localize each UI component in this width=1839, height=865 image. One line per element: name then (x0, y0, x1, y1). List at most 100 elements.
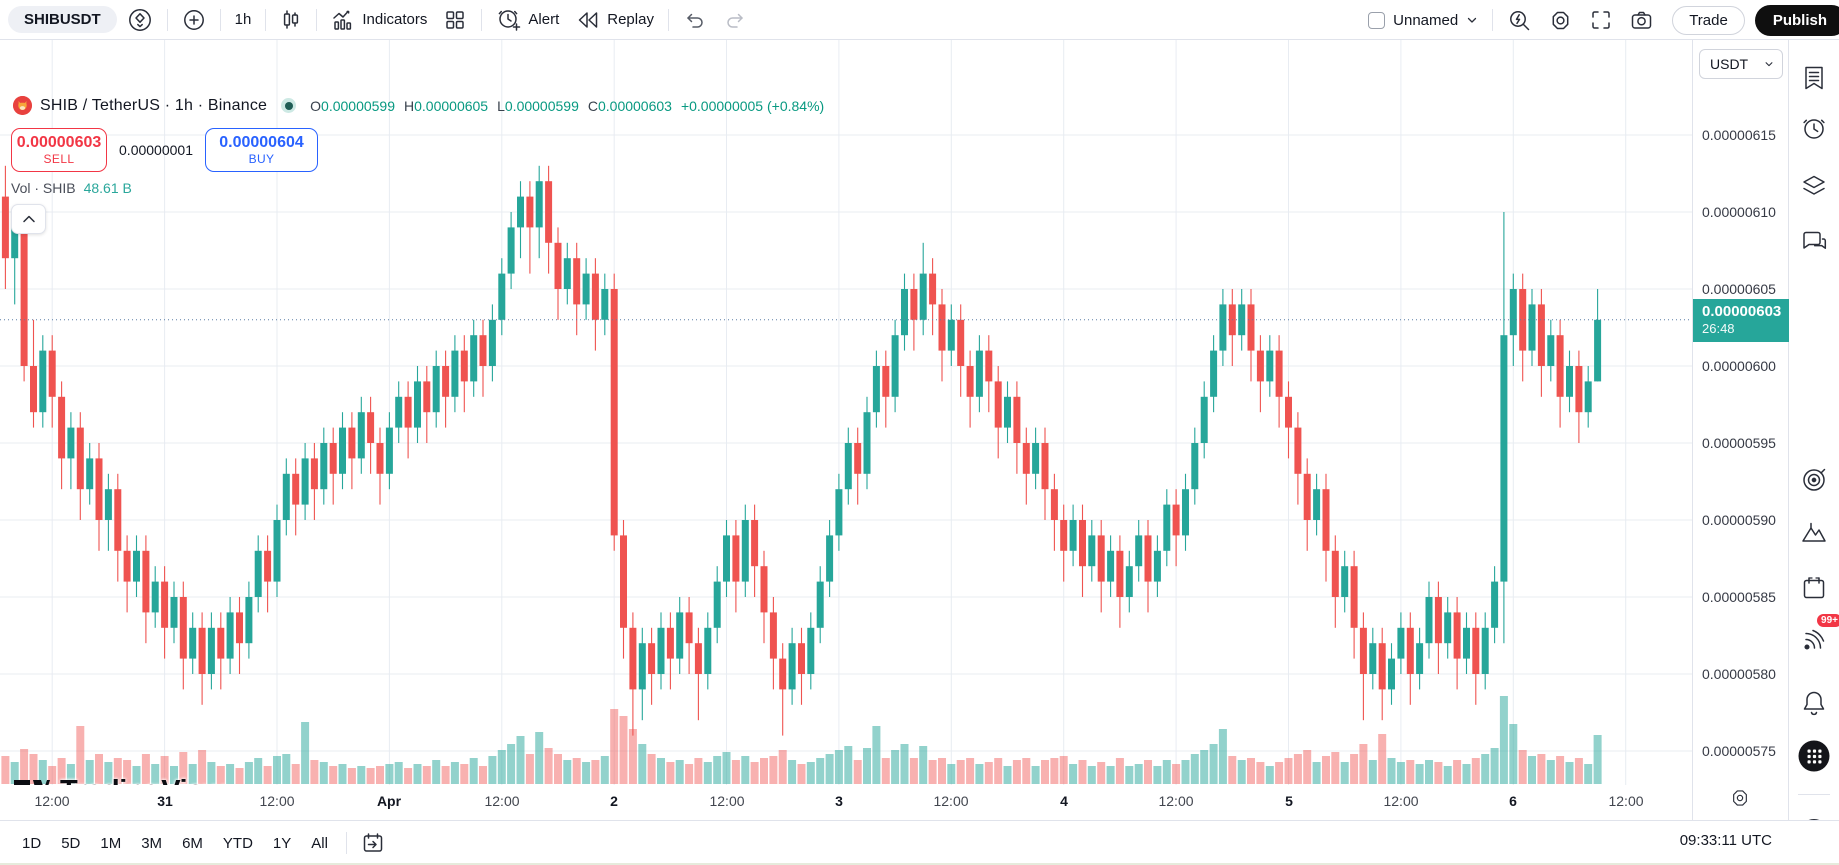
replay-icon (579, 11, 598, 28)
fullscreen-button[interactable] (1581, 4, 1621, 36)
layouts-button[interactable] (435, 4, 475, 36)
chat-bubbles-icon (1803, 231, 1827, 249)
price-axis-label: 0.00000585 (1702, 589, 1776, 605)
time-axis-label: 4 (1060, 793, 1068, 809)
gear-icon (1552, 11, 1569, 29)
symbol-description[interactable]: SHIB / TetherUS · 1h · Binance (40, 96, 268, 114)
range-all[interactable]: All (311, 834, 328, 852)
price-axis-label: 0.00000595 (1702, 435, 1776, 451)
high-label: H (404, 97, 415, 114)
undo-button[interactable] (675, 4, 715, 36)
bar-countdown: 26:48 (1702, 321, 1735, 336)
layout-name: Unnamed (1393, 11, 1459, 29)
grid-layout-icon (446, 10, 465, 29)
symbol-flag-button[interactable] (119, 3, 161, 37)
currency-label: USDT (1710, 56, 1749, 72)
watchlist-button[interactable] (1801, 64, 1827, 92)
divider (481, 8, 483, 31)
price-axis[interactable]: USDT 0.00000615 0.00000610 0.00000605 0.000… (1692, 40, 1789, 820)
divider (316, 8, 318, 31)
shib-logo-icon (13, 96, 32, 115)
right-sidebar: 99+ ? (1788, 40, 1839, 865)
alerts-button[interactable] (1801, 115, 1828, 142)
apps-menu-button[interactable] (1798, 740, 1830, 772)
ideas-button[interactable] (1800, 520, 1828, 546)
screener-button[interactable] (1800, 466, 1828, 494)
collapse-legend-button[interactable] (11, 204, 46, 234)
publish-button[interactable]: Publish (1754, 4, 1839, 36)
news-button[interactable]: 99+ (1800, 614, 1839, 654)
chart-style-button[interactable] (272, 4, 310, 36)
goto-date-button[interactable] (355, 829, 391, 857)
compare-button[interactable] (174, 4, 214, 36)
high-value: 0.00000605 (414, 97, 489, 114)
low-value: 0.00000599 (504, 97, 579, 114)
divider (345, 832, 347, 854)
price-axis-label: 0.00000605 (1702, 281, 1776, 297)
time-axis-label: 12:00 (1608, 793, 1644, 809)
volume-value: 48.61 B (83, 180, 132, 196)
currency-selector[interactable]: USDT (1699, 49, 1783, 79)
indicators-icon (333, 10, 352, 30)
candlestick-chart[interactable] (0, 40, 1692, 785)
chart-pane[interactable]: SHIB / TetherUS · 1h · Binance O0.000005… (0, 40, 1692, 785)
last-price-value: 0.00000603 (1702, 303, 1782, 320)
alert-button[interactable]: Alert (488, 3, 567, 37)
range-5d[interactable]: 5D (61, 834, 81, 852)
range-ytd[interactable]: YTD (222, 834, 253, 852)
indicators-button[interactable]: Indicators (323, 4, 435, 36)
chevron-down-icon (1765, 62, 1773, 67)
ohlc-values: O0.00000599 H0.00000605 L0.00000599 C0.0… (310, 98, 824, 114)
range-1d[interactable]: 1D (22, 834, 42, 852)
spread-value: 0.00000001 (119, 142, 193, 158)
price-axis-label: 0.00000600 (1702, 358, 1776, 374)
price-axis-label: 0.00000575 (1702, 743, 1776, 759)
market-status-icon[interactable] (281, 98, 297, 113)
time-axis-label: 5 (1285, 793, 1293, 809)
price-axis-label: 0.00000580 (1702, 666, 1776, 682)
layout-menu[interactable]: Unnamed (1368, 11, 1478, 29)
time-axis-label: 31 (157, 793, 173, 809)
divider (166, 8, 168, 31)
session-clock[interactable]: 09:33:11 UTC (1679, 832, 1772, 849)
notifications-button[interactable] (1801, 689, 1828, 717)
calendar-button[interactable] (1801, 575, 1828, 602)
quick-search-button[interactable] (1499, 4, 1540, 37)
interval-button[interactable]: 1h (234, 11, 252, 28)
time-axis-label: Apr (376, 793, 402, 809)
chevron-down-icon (1468, 17, 1477, 23)
open-value: 0.00000599 (321, 97, 395, 114)
symbol-button[interactable]: SHIBUSDT (8, 6, 117, 33)
volume-legend: Vol · SHIB 48.61 B (11, 180, 132, 196)
buy-button[interactable]: 0.00000604 BUY (205, 128, 318, 172)
settings-button[interactable] (1540, 4, 1581, 37)
chart-legend: SHIB / TetherUS · 1h · Binance O0.000005… (13, 96, 824, 115)
close-label: C (587, 97, 598, 114)
window-edge (0, 863, 1839, 865)
tradingview-watermark: TradingView (13, 775, 225, 785)
divider (1492, 9, 1494, 31)
time-axis-label: 12:00 (259, 793, 295, 809)
time-axis-label: 6 (1509, 793, 1517, 809)
bottom-toolbar: 1D 5D 1M 3M 6M YTD 1Y All 09:33:11 UTC (0, 820, 1839, 865)
mountain-icon (1802, 522, 1826, 542)
trade-button[interactable]: Trade (1672, 5, 1745, 35)
sell-button[interactable]: 0.00000603 SELL (11, 128, 107, 172)
time-axis-label: 2 (610, 793, 618, 809)
redo-button[interactable] (715, 4, 755, 36)
range-3m[interactable]: 3M (141, 834, 163, 852)
save-layout-checkbox[interactable] (1368, 11, 1386, 29)
divider (265, 8, 267, 31)
screenshot-button[interactable] (1621, 4, 1662, 37)
range-1y[interactable]: 1Y (272, 834, 292, 852)
object-tree-button[interactable] (1800, 173, 1828, 199)
sidebar-divider (1798, 794, 1830, 795)
chats-button[interactable] (1800, 229, 1828, 255)
axis-settings-button[interactable] (1729, 787, 1751, 809)
range-1m[interactable]: 1M (100, 834, 122, 852)
replay-button[interactable]: Replay (567, 4, 662, 36)
time-axis[interactable]: 12:00 31 12:00 Apr 12:00 2 12:00 3 12:00 4 12:00 5 1… (0, 785, 1692, 820)
tradingview-logo-icon (14, 779, 50, 785)
range-6m[interactable]: 6M (182, 834, 203, 852)
